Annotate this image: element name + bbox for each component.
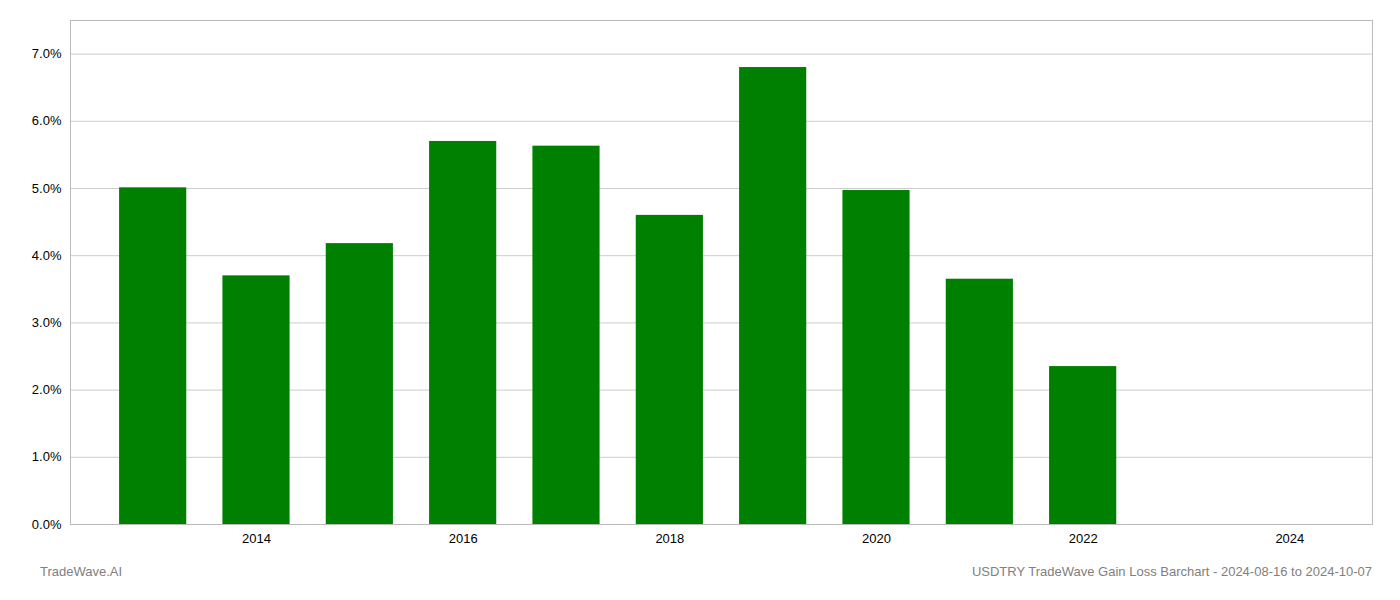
svg-text:5.0%: 5.0% xyxy=(32,181,62,196)
svg-text:2014: 2014 xyxy=(242,531,271,546)
svg-text:2018: 2018 xyxy=(655,531,684,546)
svg-text:2.0%: 2.0% xyxy=(32,382,62,397)
svg-text:3.0%: 3.0% xyxy=(32,315,62,330)
svg-text:2020: 2020 xyxy=(862,531,891,546)
svg-text:2016: 2016 xyxy=(449,531,478,546)
svg-text:0.0%: 0.0% xyxy=(32,517,62,532)
svg-text:2024: 2024 xyxy=(1275,531,1304,546)
html-text:USDTRY TradeWave Gain Loss Bar: USDTRY TradeWave Gain Loss Barchart - 20… xyxy=(971,564,1372,579)
svg-text:4.0%: 4.0% xyxy=(32,248,62,263)
html-text:TradeWave.AI: TradeWave.AI xyxy=(40,564,123,579)
svg-text:7.0%: 7.0% xyxy=(32,46,62,61)
svg-text:1.0%: 1.0% xyxy=(32,449,62,464)
svg-text:2022: 2022 xyxy=(1069,531,1098,546)
svg-text:6.0%: 6.0% xyxy=(32,113,62,128)
